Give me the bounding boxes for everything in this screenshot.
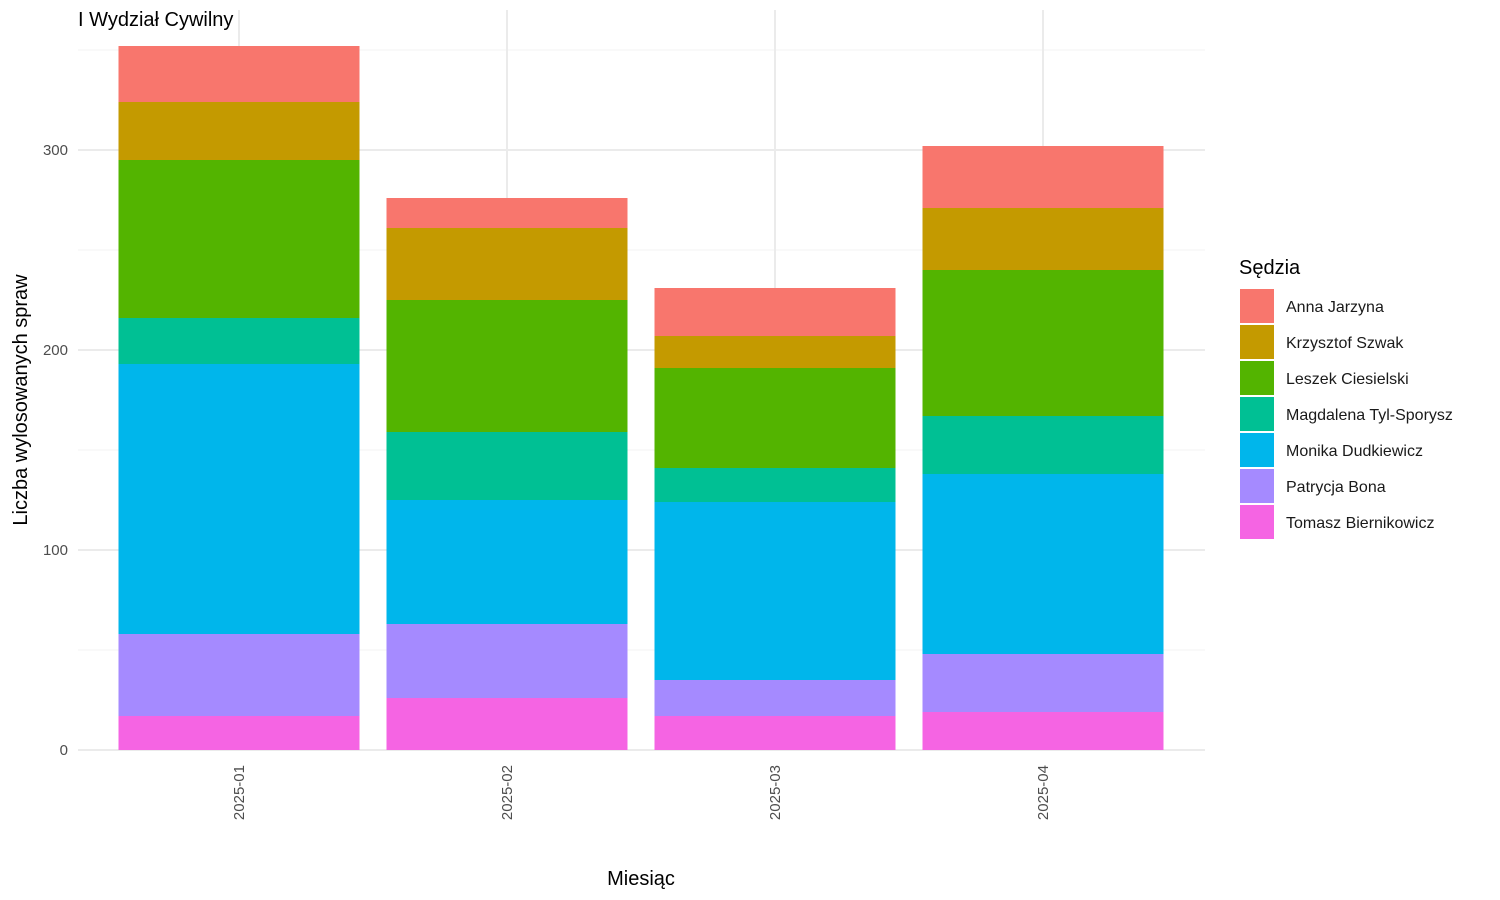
x-tick-label: 2025-01 [231, 765, 248, 820]
y-tick-label: 100 [43, 542, 68, 559]
bar-segment [922, 208, 1164, 270]
legend: Sędzia Anna Jarzyna Krzysztof Szwak Leszek… [1239, 257, 1453, 539]
legend-title: Sędzia [1239, 257, 1301, 279]
legend-label: Leszek Ciesielski [1286, 371, 1409, 388]
bar-segment [654, 716, 896, 750]
bar-segment [118, 46, 360, 102]
bar-segment [922, 474, 1164, 654]
x-tick-label: 2025-04 [1035, 765, 1052, 820]
bar-segment [922, 416, 1164, 474]
bars [118, 46, 1164, 750]
chart-title: I Wydział Cywilny [78, 9, 233, 31]
x-axis-title: Miesiąc [607, 868, 675, 890]
bar-segment [118, 102, 360, 160]
y-tick-label: 300 [43, 142, 68, 159]
bar-segment [386, 198, 628, 228]
bar-segment [654, 502, 896, 680]
y-axis-ticks: 0 100 200 300 [43, 142, 68, 759]
bar-segment [386, 432, 628, 500]
y-tick-label: 0 [60, 742, 68, 759]
bar-segment [922, 712, 1164, 750]
bar-segment [654, 368, 896, 468]
bar-segment [654, 288, 896, 336]
bar-segment [386, 300, 628, 432]
y-tick-label: 200 [43, 342, 68, 359]
y-axis-title: Liczba wylosowanych spraw [10, 274, 32, 526]
legend-label: Krzysztof Szwak [1286, 335, 1404, 352]
legend-key [1240, 361, 1274, 395]
legend-label: Tomasz Biernikowicz [1286, 515, 1434, 532]
bar-segment [118, 716, 360, 750]
bar-segment [386, 228, 628, 300]
bar-segment [386, 698, 628, 750]
legend-label: Patrycja Bona [1286, 479, 1386, 496]
x-tick-label: 2025-02 [499, 765, 516, 820]
bar-segment [118, 634, 360, 716]
bar-segment [654, 468, 896, 502]
bar-segment [118, 364, 360, 634]
bar-segment [654, 680, 896, 716]
legend-label: Magdalena Tyl-Sporysz [1286, 407, 1453, 424]
x-axis-ticks: 2025-01 2025-02 2025-03 2025-04 [231, 765, 1052, 820]
bar-segment [922, 146, 1164, 208]
legend-key [1240, 289, 1274, 323]
bar-segment [654, 336, 896, 368]
bar-segment [118, 160, 360, 318]
legend-key [1240, 433, 1274, 467]
legend-key [1240, 469, 1274, 503]
bar-segment [922, 270, 1164, 416]
legend-key [1240, 325, 1274, 359]
legend-label: Monika Dudkiewicz [1286, 443, 1423, 460]
legend-key [1240, 505, 1274, 539]
legend-label: Anna Jarzyna [1286, 299, 1384, 316]
bar-segment [386, 624, 628, 698]
bar-segment [922, 654, 1164, 712]
bar-segment [386, 500, 628, 624]
bar-segment [118, 318, 360, 364]
x-tick-label: 2025-03 [767, 765, 784, 820]
legend-key [1240, 397, 1274, 431]
